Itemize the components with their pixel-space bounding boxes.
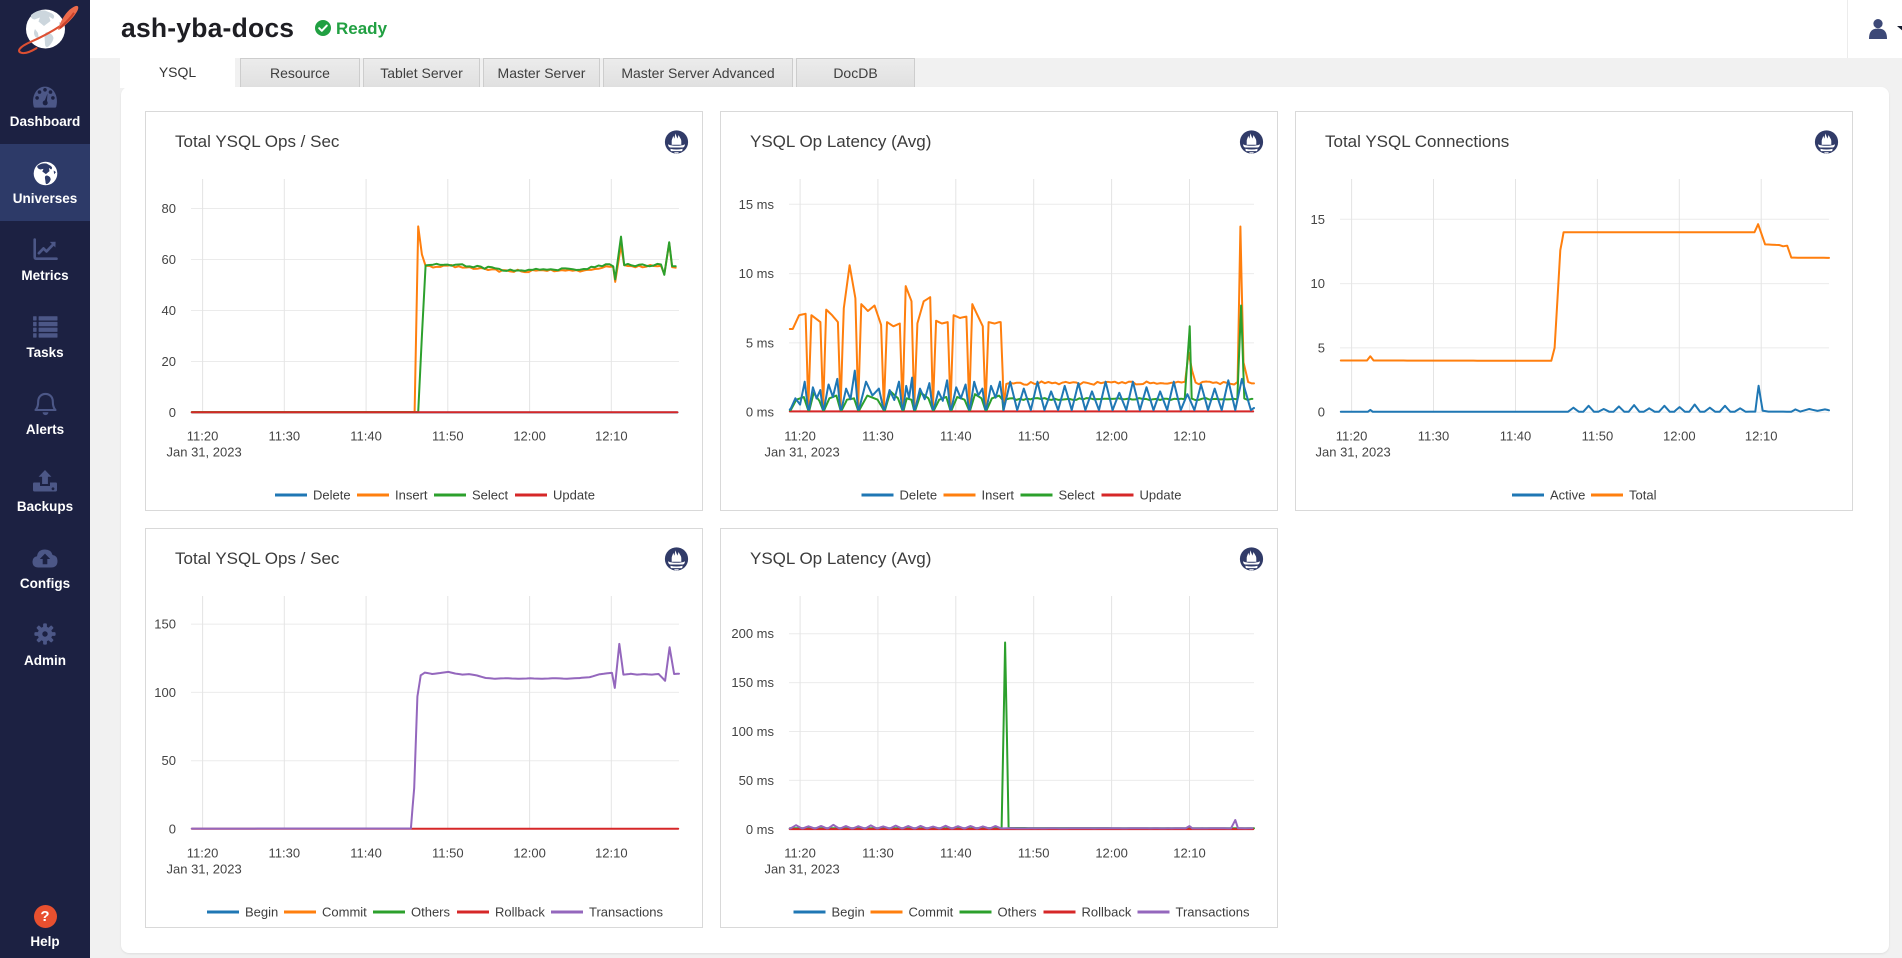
svg-text:Others: Others [998, 905, 1038, 920]
svg-text:11:50: 11:50 [432, 429, 464, 444]
svg-text:11:20: 11:20 [1336, 429, 1368, 444]
svg-text:Active: Active [1550, 488, 1585, 503]
svg-text:Update: Update [553, 488, 595, 503]
svg-text:Jan 31, 2023: Jan 31, 2023 [167, 445, 242, 460]
svg-text:80: 80 [162, 201, 176, 216]
svg-text:11:40: 11:40 [940, 429, 972, 444]
svg-text:150: 150 [154, 617, 176, 632]
svg-text:11:30: 11:30 [269, 846, 301, 861]
svg-text:Total: Total [1629, 488, 1657, 503]
svg-text:Begin: Begin [245, 905, 278, 920]
svg-text:20: 20 [162, 354, 176, 369]
svg-text:11:50: 11:50 [1018, 429, 1050, 444]
svg-text:Insert: Insert [395, 488, 428, 503]
svg-text:11:50: 11:50 [432, 846, 464, 861]
svg-text:Others: Others [411, 905, 451, 920]
svg-text:0: 0 [169, 822, 176, 837]
svg-text:11:40: 11:40 [1500, 429, 1532, 444]
svg-text:Delete: Delete [900, 488, 938, 503]
svg-text:Begin: Begin [832, 905, 865, 920]
svg-text:50: 50 [162, 753, 176, 768]
svg-text:12:00: 12:00 [1663, 429, 1696, 444]
svg-text:40: 40 [162, 303, 176, 318]
svg-text:12:10: 12:10 [1745, 429, 1778, 444]
svg-text:12:00: 12:00 [1095, 846, 1128, 861]
svg-text:11:20: 11:20 [784, 846, 816, 861]
svg-text:Transactions: Transactions [589, 905, 663, 920]
svg-text:60: 60 [162, 252, 176, 267]
svg-text:12:10: 12:10 [1173, 429, 1206, 444]
svg-text:11:40: 11:40 [350, 429, 382, 444]
svg-text:0: 0 [169, 405, 176, 420]
svg-text:Insert: Insert [982, 488, 1015, 503]
svg-text:Total YSQL Ops / Sec: Total YSQL Ops / Sec [175, 132, 340, 151]
svg-text:11:30: 11:30 [862, 846, 894, 861]
svg-text:Update: Update [1140, 488, 1182, 503]
svg-text:100: 100 [154, 685, 176, 700]
svg-text:5: 5 [1318, 340, 1325, 355]
svg-text:Total YSQL Ops / Sec: Total YSQL Ops / Sec [175, 549, 340, 568]
svg-text:50 ms: 50 ms [739, 773, 775, 788]
svg-text:YSQL Op Latency (Avg): YSQL Op Latency (Avg) [750, 549, 931, 568]
svg-text:11:20: 11:20 [187, 846, 219, 861]
svg-text:Transactions: Transactions [1176, 905, 1250, 920]
svg-text:YSQL Op Latency (Avg): YSQL Op Latency (Avg) [750, 132, 931, 151]
svg-text:Commit: Commit [909, 905, 954, 920]
svg-text:0 ms: 0 ms [746, 822, 775, 837]
svg-text:Rollback: Rollback [495, 905, 545, 920]
svg-text:Select: Select [1059, 488, 1096, 503]
svg-text:150 ms: 150 ms [731, 675, 774, 690]
svg-text:Jan 31, 2023: Jan 31, 2023 [167, 862, 242, 877]
svg-text:Rollback: Rollback [1082, 905, 1132, 920]
svg-text:Jan 31, 2023: Jan 31, 2023 [1316, 445, 1391, 460]
svg-text:Jan 31, 2023: Jan 31, 2023 [765, 445, 840, 460]
svg-text:12:10: 12:10 [595, 846, 628, 861]
svg-text:Select: Select [472, 488, 509, 503]
svg-text:15: 15 [1311, 212, 1325, 227]
svg-text:12:10: 12:10 [595, 429, 628, 444]
svg-text:11:50: 11:50 [1018, 846, 1050, 861]
svg-text:11:50: 11:50 [1582, 429, 1614, 444]
svg-text:11:40: 11:40 [940, 846, 972, 861]
svg-text:12:00: 12:00 [513, 846, 546, 861]
svg-text:11:40: 11:40 [350, 846, 382, 861]
svg-text:5 ms: 5 ms [746, 335, 775, 350]
svg-text:11:20: 11:20 [187, 429, 219, 444]
svg-text:10 ms: 10 ms [739, 266, 775, 281]
svg-text:Total YSQL Connections: Total YSQL Connections [1325, 132, 1509, 151]
svg-text:Commit: Commit [322, 905, 367, 920]
svg-text:11:30: 11:30 [269, 429, 301, 444]
svg-text:Delete: Delete [313, 488, 351, 503]
svg-text:0 ms: 0 ms [746, 405, 775, 420]
svg-text:200 ms: 200 ms [731, 626, 774, 641]
svg-text:11:20: 11:20 [784, 429, 816, 444]
svg-text:15 ms: 15 ms [739, 197, 775, 212]
svg-text:12:00: 12:00 [513, 429, 546, 444]
svg-text:12:00: 12:00 [1095, 429, 1128, 444]
svg-text:11:30: 11:30 [1418, 429, 1450, 444]
svg-text:10: 10 [1311, 276, 1325, 291]
svg-text:Jan 31, 2023: Jan 31, 2023 [765, 862, 840, 877]
svg-text:100 ms: 100 ms [731, 724, 774, 739]
svg-text:11:30: 11:30 [862, 429, 894, 444]
svg-text:12:10: 12:10 [1173, 846, 1206, 861]
svg-text:0: 0 [1318, 405, 1325, 420]
